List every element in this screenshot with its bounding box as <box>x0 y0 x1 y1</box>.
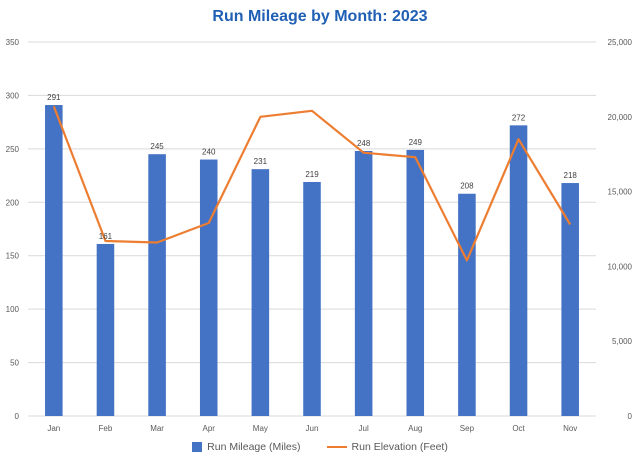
bar-data-label: 161 <box>99 232 113 241</box>
legend-swatch-mileage <box>192 442 203 452</box>
bar <box>45 105 63 416</box>
y-left-tick-label: 100 <box>6 305 20 314</box>
x-tick-label: Jan <box>47 424 60 433</box>
x-tick-label: Nov <box>563 424 577 433</box>
bar-data-label: 249 <box>409 138 423 147</box>
bar-data-label: 218 <box>564 171 578 180</box>
x-tick-label: Jul <box>359 424 369 433</box>
x-tick-label: Aug <box>408 424 422 433</box>
y-left-tick-label: 300 <box>6 91 20 100</box>
y-left-tick-label: 200 <box>6 198 20 207</box>
bar <box>251 169 270 416</box>
y-right-tick-label: 0 <box>628 412 633 421</box>
bar-data-label: 231 <box>254 157 268 166</box>
bar-data-label: 272 <box>512 113 526 122</box>
y-left-tick-label: 0 <box>15 412 20 421</box>
bar-data-label: 248 <box>357 139 371 148</box>
bar-data-label: 291 <box>47 93 61 102</box>
bar <box>303 181 321 416</box>
x-tick-label: May <box>253 424 268 433</box>
x-tick-label: Oct <box>512 424 525 433</box>
x-tick-label: Mar <box>150 424 164 433</box>
bar <box>148 154 166 416</box>
x-tick-label: Jun <box>306 424 319 433</box>
bar <box>458 193 476 416</box>
y-right-tick-label: 5,000 <box>612 337 633 346</box>
y-right-tick-label: 15,000 <box>608 188 633 197</box>
x-tick-label: Feb <box>99 424 113 433</box>
y-left-tick-label: 50 <box>10 359 19 368</box>
bar <box>96 243 115 416</box>
x-tick-label: Sep <box>460 424 475 433</box>
y-right-tick-label: 10,000 <box>608 262 633 271</box>
y-left-tick-label: 150 <box>6 252 20 261</box>
bar <box>354 150 373 416</box>
y-right-tick-label: 25,000 <box>608 38 633 47</box>
legend-label-elevation: Run Elevation (Feet) <box>351 441 448 453</box>
y-right-tick-label: 20,000 <box>608 113 633 122</box>
y-left-tick-label: 250 <box>6 145 20 154</box>
bar-data-label: 240 <box>202 148 216 157</box>
legend-item-mileage: Run Mileage (Miles) <box>192 441 301 453</box>
bar-data-label: 208 <box>460 182 474 191</box>
chart-title: Run Mileage by Month: 2023 <box>212 8 428 25</box>
legend: Run Mileage (Miles) Run Elevation (Feet) <box>0 441 640 453</box>
legend-swatch-elevation <box>326 446 347 448</box>
elevation-line <box>52 105 572 262</box>
x-tick-label: Apr <box>203 424 216 433</box>
bar-data-label: 245 <box>150 142 164 151</box>
bar-data-label: 219 <box>305 170 319 179</box>
legend-item-elevation: Run Elevation (Feet) <box>326 441 448 453</box>
y-left-tick-label: 350 <box>6 38 20 47</box>
bar <box>509 125 528 416</box>
bar <box>561 183 579 416</box>
bar <box>199 159 218 417</box>
bar <box>406 149 425 416</box>
legend-label-mileage: Run Mileage (Miles) <box>207 441 301 453</box>
